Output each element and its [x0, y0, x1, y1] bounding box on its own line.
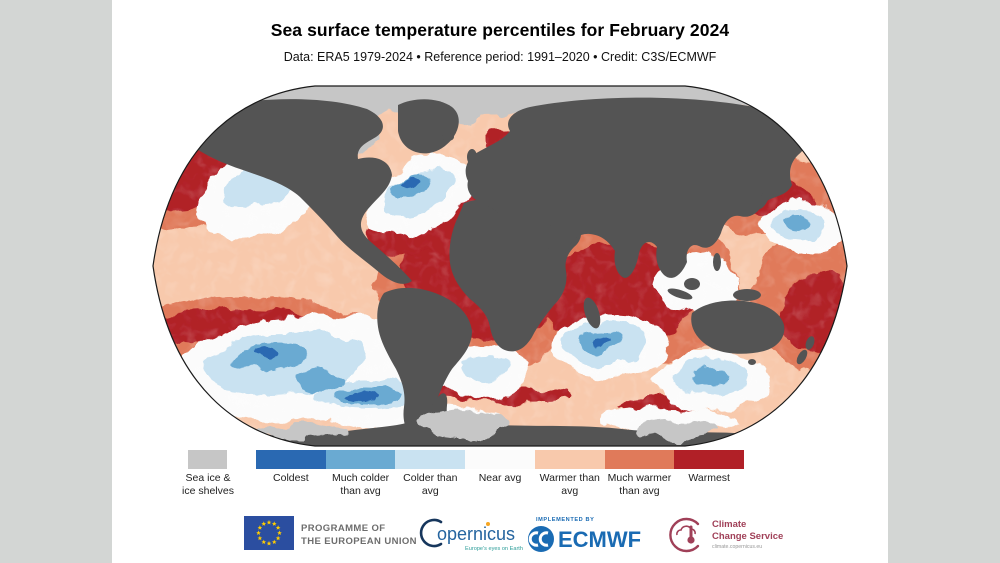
legend-ice-label: Sea ice & ice shelves: [182, 472, 234, 498]
new-guinea: [733, 289, 761, 301]
ecmwf-implemented-by: IMPLEMENTED BY: [536, 517, 594, 523]
ecmwf-wordmark: ECMWF: [558, 527, 641, 552]
world-map-svg: [152, 85, 848, 447]
copernicus-orange-dot: [486, 522, 490, 526]
c3s-cloud-icon: [676, 525, 696, 536]
tasmania: [748, 359, 756, 365]
ecmwf-globe-wave-right: [538, 531, 549, 547]
legend-swatch-much-colder: [325, 450, 396, 469]
ecmwf-logo-svg: IMPLEMENTED BY ECMWF: [528, 517, 641, 552]
eu-programme-line1: PROGRAMME OF: [301, 523, 386, 534]
copernicus-tagline: Europe's eyes on Earth: [465, 546, 523, 552]
c3s-logo-svg: Climate Change Service climate.copernicu…: [669, 517, 783, 553]
continents: [172, 97, 815, 446]
figure-subtitle: Data: ERA5 1979-2024 • Reference period:…: [283, 50, 717, 64]
australia: [691, 300, 785, 354]
copernicus-logo-svg: opernicus Europe's eyes on Earth: [419, 518, 523, 552]
eu-flag-icon: [244, 516, 294, 550]
legend-label-much-warmer: Much warmer than avg: [607, 472, 672, 498]
c3s-url: climate.copernicus.eu: [712, 544, 762, 550]
legend-swatch-warmest: [674, 450, 745, 469]
legend-label-warmer: Warmer than avg: [539, 472, 600, 498]
legend-swatch-colder: [395, 450, 466, 469]
iceland: [442, 133, 454, 141]
c3s-circle-arc: [669, 517, 700, 553]
legend-color-bar: [256, 450, 745, 469]
copernicus-wordmark: opernicus: [437, 524, 515, 544]
copernicus-logo: opernicus Europe's eyes on Earth: [417, 512, 552, 561]
c3s-thermometer-bulb: [687, 536, 695, 544]
legend-label-much-colder: Much colder than avg: [331, 472, 390, 498]
south-america: [377, 287, 472, 437]
eu-programme-label: PROGRAMME OF THE EUROPEAN UNION: [301, 523, 417, 549]
legend-label-warmest: Warmest: [688, 472, 730, 484]
ecmwf-globe-wave-left: [528, 531, 539, 547]
japan: [757, 189, 771, 209]
ecmwf-logo: IMPLEMENTED BY ECMWF: [524, 512, 669, 561]
legend-labels: Coldest Much colder than avg Colder than…: [256, 472, 744, 498]
borneo: [684, 278, 700, 290]
philippines: [713, 253, 721, 271]
legend-swatch-near-avg: [465, 450, 535, 469]
new-zealand-north: [805, 336, 815, 350]
new-zealand-south: [796, 349, 808, 365]
copernicus-c-arc: [419, 518, 443, 548]
figure-panel: Sea surface temperature percentiles for …: [112, 0, 888, 563]
eu-programme-line2: THE EUROPEAN UNION: [301, 535, 417, 547]
greenland: [398, 99, 459, 154]
legend-swatch-coldest: [256, 450, 326, 469]
map-outline: [152, 85, 848, 447]
legend-swatch-warmer: [534, 450, 605, 469]
legend-label-near-avg: Near avg: [478, 472, 522, 484]
climate-change-service-logo: Climate Change Service climate.copernicu…: [664, 510, 799, 563]
eu-flag-logo: [244, 516, 294, 555]
sumatra-java: [667, 288, 693, 300]
world-map: [152, 85, 848, 447]
north-america: [172, 99, 412, 284]
legend-ice-swatch: [188, 450, 227, 469]
legend-label-coldest: Coldest: [273, 472, 309, 484]
legend-swatch-much-warmer: [604, 450, 675, 469]
madagascar: [583, 297, 601, 329]
c3s-line2: Change Service: [712, 531, 783, 542]
eurasia: [465, 97, 809, 278]
legend-label-colder: Colder than avg: [403, 472, 458, 498]
page-title: Sea surface temperature percentiles for …: [270, 20, 730, 40]
c3s-line1: Climate: [712, 519, 746, 530]
